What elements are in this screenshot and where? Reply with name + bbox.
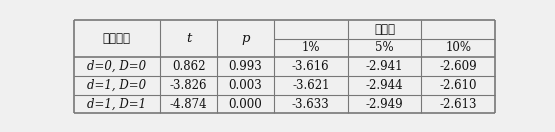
Text: -2.941: -2.941 [366,60,403,73]
Text: -2.949: -2.949 [366,98,403,111]
Text: 0.993: 0.993 [229,60,263,73]
Text: -3.616: -3.616 [292,60,330,73]
Text: 0.003: 0.003 [229,79,263,92]
Text: 0.000: 0.000 [229,98,263,111]
Text: -2.610: -2.610 [440,79,477,92]
Text: -3.633: -3.633 [292,98,330,111]
Text: 0.862: 0.862 [172,60,205,73]
Text: 1%: 1% [301,41,320,55]
Text: 10%: 10% [445,41,471,55]
Text: -4.874: -4.874 [170,98,208,111]
Text: d=1, D=1: d=1, D=1 [87,98,147,111]
Text: 临界值: 临界值 [374,23,395,36]
Text: -2.613: -2.613 [440,98,477,111]
Text: d=0, D=0: d=0, D=0 [87,60,147,73]
Text: -3.621: -3.621 [292,79,330,92]
Text: d=1, D=0: d=1, D=0 [87,79,147,92]
Text: 5%: 5% [375,41,394,55]
Text: -2.609: -2.609 [440,60,477,73]
Text: -3.826: -3.826 [170,79,207,92]
Text: t: t [186,32,191,45]
Text: -2.944: -2.944 [366,79,403,92]
Text: 差分阶数: 差分阶数 [103,32,131,45]
Text: p: p [241,32,250,45]
